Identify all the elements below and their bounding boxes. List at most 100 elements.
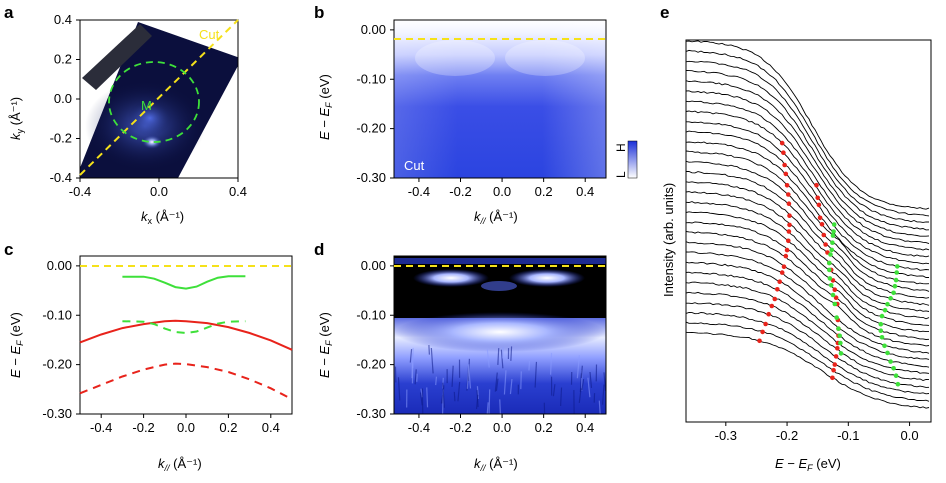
colorbar — [628, 141, 637, 178]
panel-c-letter: c — [4, 240, 13, 259]
second-derivative-map — [394, 256, 606, 422]
edc-marker-red-20 — [763, 322, 768, 327]
edc-marker-red2-2 — [817, 203, 822, 208]
edc-marker-green2-3 — [893, 284, 898, 289]
b-xtick-label-1: -0.2 — [449, 184, 471, 199]
edc-marker-red2-18 — [835, 346, 840, 351]
c-ytick-label-1: -0.10 — [42, 307, 72, 322]
cut-label-a: Cut — [199, 27, 220, 42]
edc-marker-green2-13 — [885, 351, 890, 356]
panel-a-y-label: ky (Å⁻¹) — [8, 97, 25, 140]
edc-marker-green-4 — [830, 248, 835, 253]
d-top-strip — [394, 258, 606, 264]
edc-marker-red-7 — [787, 213, 792, 218]
panel-d-y-label: E − EF (eV) — [317, 312, 334, 378]
edc-marker-red-2 — [782, 163, 787, 168]
edc-marker-green-3 — [830, 240, 835, 245]
fermi-surface-map — [80, 22, 240, 178]
edc-marker-green2-7 — [883, 308, 888, 313]
colorbar-high: H — [614, 143, 628, 152]
c-xtick-label-1: -0.2 — [132, 420, 154, 435]
d-ytick-label-0: 0.00 — [361, 258, 386, 273]
edc-marker-green2-0 — [895, 264, 900, 269]
d-streak — [500, 399, 501, 415]
edc-marker-red-8 — [787, 223, 792, 228]
b-xtick-label-0: -0.4 — [408, 184, 430, 199]
panel-c-frame — [80, 256, 292, 414]
a-ytick-label-4: -0.4 — [50, 170, 72, 185]
edc-marker-green2-15 — [891, 366, 896, 371]
d-xtick-label-0: -0.4 — [408, 420, 430, 435]
d-streak — [511, 346, 512, 360]
a-ytick-label-0: 0.4 — [54, 12, 72, 27]
edc-marker-green2-1 — [894, 270, 899, 275]
edc-marker-red-18 — [770, 304, 775, 309]
colorbar-low: L — [614, 171, 628, 178]
edc-marker-red-9 — [787, 229, 792, 234]
edc-marker-green2-6 — [885, 302, 890, 307]
d-ytick-label-1: -0.10 — [356, 307, 386, 322]
arpes-band-right — [505, 40, 585, 76]
panel-a-y-ticks: 0.40.20.0-0.2-0.4 — [50, 12, 80, 185]
edc-marker-red-3 — [784, 172, 789, 177]
panel-b-y-ticks: 0.00-0.10-0.20-0.30 — [356, 22, 394, 185]
panel-c-y-label: E − EF (eV) — [8, 312, 25, 378]
edc-marker-red-16 — [775, 287, 780, 292]
d-streak — [427, 387, 428, 407]
b-ytick-label-1: -0.10 — [356, 71, 386, 86]
edc-marker-green-8 — [828, 276, 833, 281]
c-xtick-label-2: 0.0 — [177, 420, 195, 435]
edc-marker-green2-9 — [879, 322, 884, 327]
edc-marker-green2-14 — [888, 359, 893, 364]
panel-e-letter: e — [660, 3, 669, 22]
panel-a-x-label: kx (Å⁻¹) — [141, 209, 184, 226]
edc-marker-green2-5 — [888, 296, 893, 301]
edc-marker-green-15 — [838, 341, 843, 346]
edc-marker-red2-6 — [823, 242, 828, 247]
d-ytick-label-3: -0.30 — [356, 406, 386, 421]
edc-marker-red-11 — [785, 248, 790, 253]
panel-c-x-label: k// (Å⁻¹) — [158, 456, 202, 473]
edc-marker-red2-1 — [815, 196, 820, 201]
edc-marker-red-13 — [782, 264, 787, 269]
d-streak — [529, 361, 530, 370]
panel-d-y-ticks: 0.00-0.10-0.20-0.30 — [356, 258, 394, 421]
d-xtick-label-3: 0.2 — [535, 420, 553, 435]
edc-marker-red-4 — [785, 183, 790, 188]
edc-marker-red2-4 — [820, 222, 825, 227]
b-ytick-label-2: -0.20 — [356, 121, 386, 136]
edc-marker-green2-12 — [882, 344, 887, 349]
edc-marker-green-10 — [831, 293, 836, 298]
edc-marker-green-9 — [829, 283, 834, 288]
panel-e-y-label: Intensity (arb. units) — [661, 183, 676, 297]
edc-marker-red2-20 — [833, 362, 838, 367]
c-ytick-label-0: 0.00 — [47, 258, 72, 273]
edc-marker-red2-21 — [831, 368, 836, 373]
cut-label-b: Cut — [404, 158, 425, 173]
edc-marker-green-14 — [837, 334, 842, 339]
d-streak — [454, 392, 455, 401]
d-streak — [489, 389, 490, 414]
edc-marker-red-15 — [777, 279, 782, 284]
edc-marker-green-6 — [827, 261, 832, 266]
panel-b-y-label: E − EF (eV) — [317, 74, 334, 140]
a-ytick-label-2: 0.0 — [54, 91, 72, 106]
edc-marker-red2-3 — [818, 216, 823, 221]
panel-d-x-label: k// (Å⁻¹) — [474, 456, 518, 473]
edc-marker-red2-0 — [814, 183, 819, 188]
edc-marker-green2-4 — [891, 291, 896, 296]
panel-b-x-label: k// (Å⁻¹) — [474, 209, 518, 226]
panel-a-letter: a — [4, 3, 14, 22]
d-xtick-label-2: 0.0 — [493, 420, 511, 435]
edc-marker-red2-19 — [834, 354, 839, 359]
